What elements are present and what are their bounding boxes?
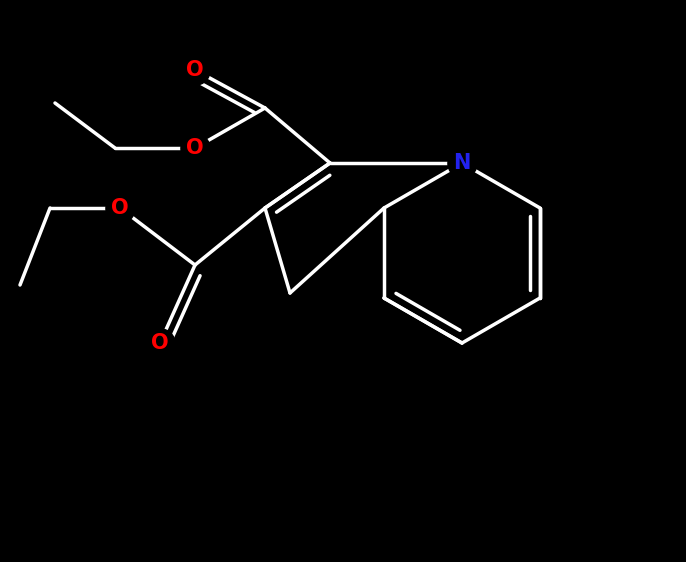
Text: O: O bbox=[111, 198, 129, 218]
Text: O: O bbox=[186, 60, 204, 80]
Text: N: N bbox=[453, 153, 471, 173]
Text: O: O bbox=[151, 333, 169, 353]
Text: O: O bbox=[186, 138, 204, 158]
